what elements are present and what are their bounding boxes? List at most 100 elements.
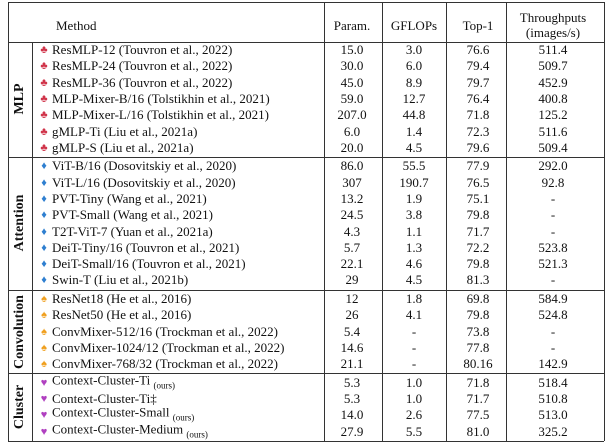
column-rule: [324, 2, 325, 441]
throughput-cell: -: [550, 207, 556, 223]
throughput-cell: 400.8: [538, 90, 568, 106]
method-name: ResMLP-24 (Touvron et al., 2022): [52, 58, 233, 74]
top1-cell: 81.0: [466, 423, 490, 439]
throughput-cell: 509.4: [538, 139, 568, 155]
method-name: ConvMixer-1024/12 (Trockman et al., 2022…: [52, 339, 285, 355]
method-cell: gMLP-Ti (Liu et al., 2021a): [52, 124, 197, 140]
throughput-cell: 510.8: [538, 390, 568, 406]
param-cell: 6.0: [343, 123, 361, 139]
throughput-cell: 92.8: [541, 174, 565, 190]
gflops-cell: 3.8: [405, 207, 423, 223]
group-icon: ♦: [41, 176, 47, 189]
gflops-cell: 1.9: [405, 190, 423, 206]
gflops-cell: -: [411, 339, 417, 355]
group-icon: ♦: [41, 274, 47, 287]
method-cell: ResNet18 (He et al., 2016): [52, 291, 191, 307]
param-cell: 14.0: [340, 407, 364, 423]
group-label: MLP: [12, 83, 27, 115]
group-icon: ♥: [40, 425, 48, 438]
method-name: DeiT-Tiny/16 (Touvron et al., 2021): [52, 239, 240, 255]
top1-cell: 75.1: [466, 190, 490, 206]
method-name: Context-Cluster-Ti: [52, 372, 151, 388]
throughput-cell: -: [550, 190, 556, 206]
group-icon: ♠: [41, 341, 47, 354]
header-param: Param.: [333, 18, 371, 33]
gflops-cell: 12.7: [402, 90, 426, 106]
method-cell: Context-Cluster-Medium (ours): [52, 421, 208, 442]
top1-cell: 79.8: [466, 307, 490, 323]
method-cell: PVT-Tiny (Wang et al., 2021): [52, 191, 207, 207]
method-name: DeiT-Small/16 (Touvron et al., 2021): [52, 256, 246, 272]
top1-cell: 76.6: [466, 42, 490, 57]
group-icon: ♠: [41, 325, 47, 338]
column-rule: [8, 2, 9, 441]
gflops-cell: 1.4: [405, 123, 423, 139]
gflops-cell: -: [411, 323, 417, 339]
header-method: Method: [56, 18, 97, 33]
method-note: (ours): [153, 379, 175, 390]
gflops-cell: 3.0: [405, 42, 423, 57]
group-icon: ♦: [41, 160, 47, 173]
param-cell: 26: [345, 307, 359, 323]
gflops-cell: 1.8: [405, 290, 423, 306]
gflops-cell: 6.0: [405, 58, 423, 74]
gflops-cell: 4.6: [405, 256, 423, 272]
rule: [8, 2, 604, 3]
throughput-cell: -: [550, 223, 556, 239]
gflops-cell: 55.5: [402, 158, 426, 174]
throughput-cell: -: [550, 339, 556, 355]
group-icon: ♣: [40, 92, 48, 105]
param-cell: 59.0: [340, 90, 364, 106]
throughput-cell: 523.8: [538, 239, 568, 255]
param-cell: 13.2: [340, 190, 364, 206]
top1-cell: 72.3: [466, 123, 490, 139]
header-gflops: GFLOPs: [390, 18, 438, 33]
top1-cell: 71.7: [466, 390, 490, 406]
top1-cell: 79.4: [466, 58, 490, 74]
method-name: ResMLP-12 (Touvron et al., 2022): [52, 42, 233, 57]
method-cell: gMLP-S (Liu et al., 2021a): [52, 140, 194, 156]
column-rule: [32, 42, 33, 441]
header-throughput-unit: (images/s): [525, 25, 581, 40]
gflops-cell: -: [411, 356, 417, 372]
top1-cell: 77.5: [466, 407, 490, 423]
method-name: ResNet18 (He et al., 2016): [52, 290, 192, 306]
method-cell: MLP-Mixer-L/16 (Tolstikhin et al., 2021): [52, 107, 269, 123]
method-cell: Context-Cluster-Ti (ours): [52, 372, 175, 393]
param-cell: 5.3: [343, 390, 361, 406]
rule: [8, 42, 604, 43]
method-cell: ConvMixer-512/16 (Trockman et al., 2022): [52, 324, 278, 340]
top1-cell: 71.8: [466, 374, 490, 390]
method-cell: ConvMixer-1024/12 (Trockman et al., 2022…: [52, 340, 285, 356]
method-name: ConvMixer-512/16 (Trockman et al., 2022): [52, 323, 279, 339]
param-cell: 307: [342, 174, 362, 190]
param-cell: 20.0: [340, 139, 364, 155]
throughput-cell: 511.4: [538, 42, 568, 57]
gflops-cell: 1.3: [405, 239, 423, 255]
throughput-cell: 521.3: [538, 256, 568, 272]
method-name: MLP-Mixer-B/16 (Tolstikhin et al., 2021): [52, 90, 270, 106]
method-cell: MLP-Mixer-B/16 (Tolstikhin et al., 2021): [52, 91, 270, 107]
throughput-cell: 513.0: [538, 407, 568, 423]
param-cell: 15.0: [340, 42, 364, 57]
top1-cell: 71.7: [466, 223, 490, 239]
method-cell: Context-Cluster-Small (ours): [52, 405, 194, 426]
top1-cell: 79.8: [466, 207, 490, 223]
group-icon: ♥: [40, 392, 48, 405]
group-icon: ♣: [40, 109, 48, 122]
throughput-cell: -: [550, 323, 556, 339]
gflops-cell: 8.9: [405, 74, 423, 90]
column-rule: [604, 2, 605, 441]
param-cell: 5.7: [343, 239, 361, 255]
method-note: (ours): [186, 428, 208, 439]
group-icon: ♣: [40, 125, 48, 138]
param-cell: 29: [345, 272, 359, 288]
method-note: (ours): [172, 412, 195, 423]
group-icon: ♦: [41, 225, 47, 238]
top1-cell: 81.3: [466, 272, 490, 288]
method-name: T2T-ViT-7 (Yuan et al., 2021a): [52, 223, 213, 239]
group-icon: ♥: [40, 376, 48, 389]
throughput-cell: 125.2: [538, 107, 568, 123]
top1-cell: 79.7: [466, 74, 490, 90]
top1-cell: 76.5: [466, 174, 490, 190]
